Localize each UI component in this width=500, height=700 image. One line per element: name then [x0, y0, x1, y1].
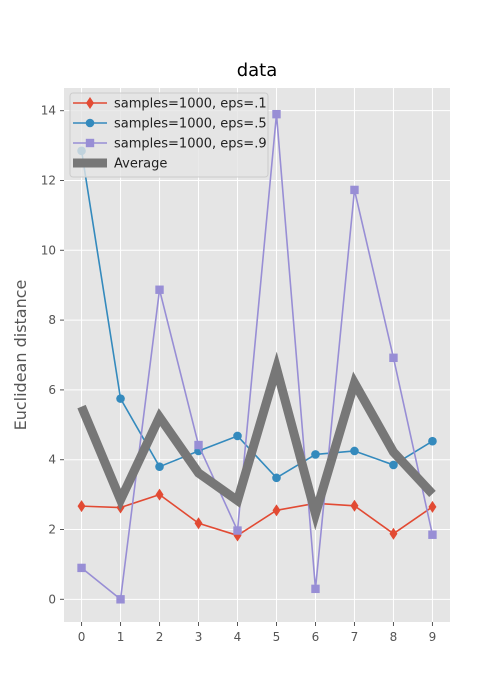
data-point [272, 473, 281, 483]
legend-box [69, 92, 269, 178]
data-point [116, 595, 125, 604]
data-point [272, 504, 281, 517]
data-point [389, 460, 398, 470]
x-tick-label: 0 [78, 630, 86, 644]
x-tick-label: 4 [234, 630, 242, 644]
y-tick-label: 8 [48, 313, 56, 327]
chart-title: data [237, 60, 278, 81]
data-point [428, 436, 437, 446]
legend-label: samples=1000, eps=.1 [114, 97, 267, 112]
y-tick-label: 0 [48, 592, 56, 606]
y-axis-label: Euclidean distance [11, 280, 30, 431]
y-tick-label: 2 [48, 523, 56, 537]
legend-swatch-marker [86, 97, 94, 109]
series-line [81, 493, 433, 537]
data-point [272, 109, 281, 119]
series-4 [77, 351, 436, 531]
series-line [77, 351, 436, 531]
data-point [311, 450, 320, 459]
data-point [389, 353, 398, 362]
x-tick-label: 6 [312, 630, 320, 644]
data-point [233, 431, 242, 441]
data-point [155, 488, 164, 501]
data-point [77, 500, 86, 513]
data-point [311, 584, 320, 594]
data-point [428, 530, 437, 539]
data-point [350, 499, 359, 512]
legend-swatch-marker [85, 118, 95, 128]
data-point [194, 440, 203, 450]
x-tick-label: 9 [429, 630, 437, 644]
series-group [77, 109, 437, 604]
data-point [194, 517, 203, 530]
y-tick-label: 12 [41, 173, 56, 187]
x-tick-label: 7 [351, 630, 359, 644]
x-tick-label: 2 [156, 630, 164, 644]
x-tick-label: 1 [117, 630, 125, 644]
series-line [81, 113, 434, 601]
series-3 [77, 109, 437, 604]
x-tick-label: 5 [273, 630, 281, 644]
data-point [233, 526, 242, 535]
legend-swatch-marker [85, 138, 95, 148]
y-tick-label: 14 [41, 104, 56, 118]
legend: samples=1000, eps=.1 samples=1000, eps=.5… [69, 92, 269, 178]
y-tick-label: 4 [48, 453, 56, 467]
series-line [80, 150, 433, 479]
y-tick-label: 10 [41, 243, 56, 257]
x-tick-label: 8 [390, 630, 398, 644]
legend-label: samples=1000, eps=.9 [114, 137, 267, 152]
data-point [155, 285, 164, 294]
data-point [116, 394, 125, 403]
data-point [350, 185, 359, 195]
data-point [155, 462, 164, 471]
x-tick-label: 3 [195, 630, 203, 644]
data-point [350, 446, 359, 456]
data-point [428, 500, 437, 513]
legend-label: Average [114, 157, 167, 172]
legend-label: samples=1000, eps=.5 [114, 117, 267, 132]
y-tick-label: 6 [48, 383, 56, 397]
data-point [77, 563, 86, 573]
data-point [389, 527, 398, 540]
